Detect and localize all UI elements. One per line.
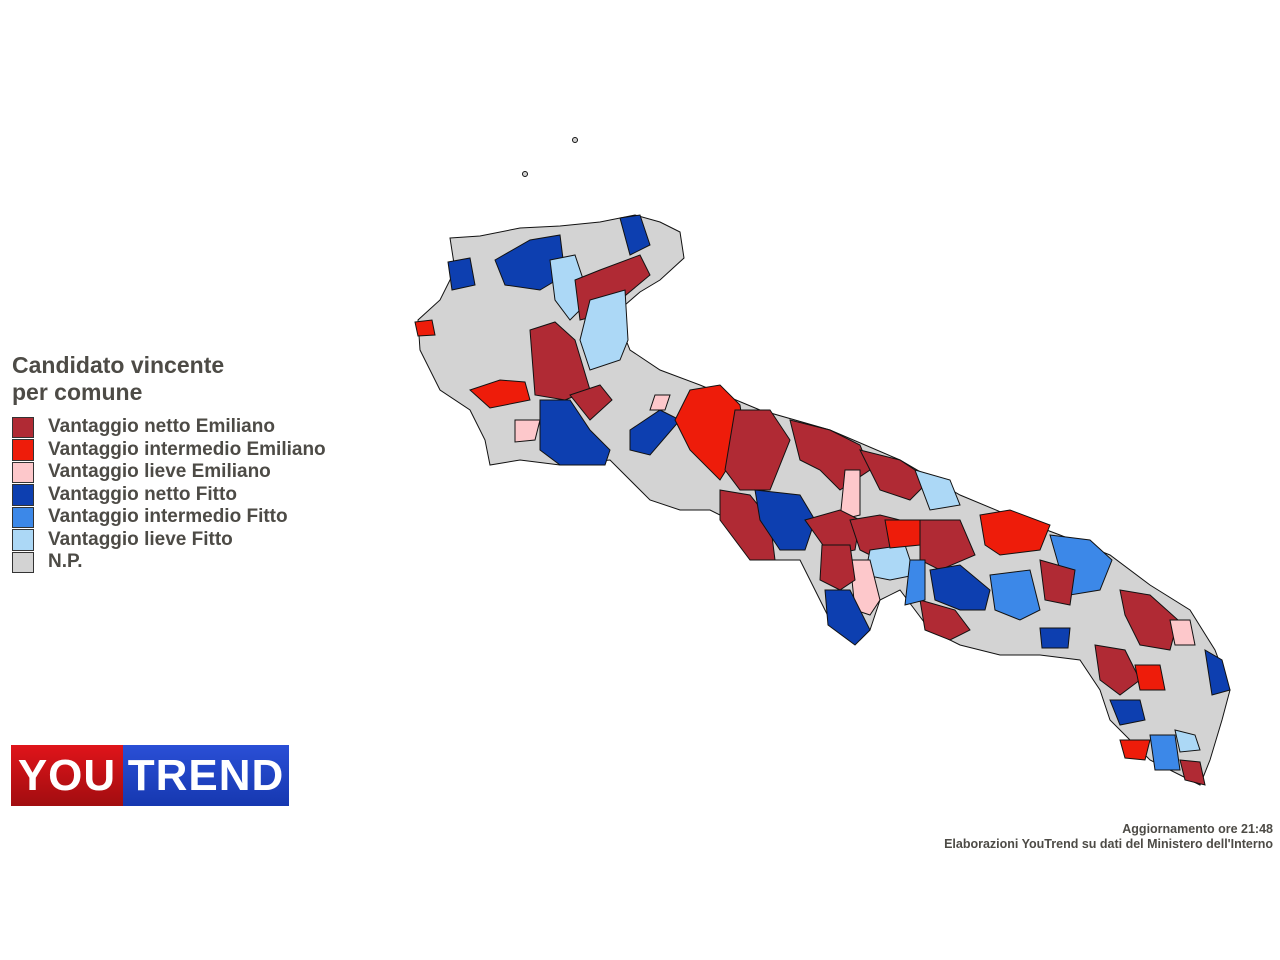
municipality [819,544,856,591]
youtrend-logo: YOU TREND [11,745,289,806]
municipality [859,449,931,501]
municipality [1134,664,1166,691]
municipality [1119,589,1179,651]
municipality [539,399,611,466]
municipality [569,384,613,421]
legend-item: Vantaggio netto Emiliano [12,416,326,439]
municipality [1119,739,1151,761]
municipality [447,257,476,291]
legend-item: Vantaggio netto Fitto [12,484,326,507]
legend: Candidato vincente per comune Vantaggio … [12,352,326,574]
region-outline [417,214,1231,786]
legend-label: N.P. [48,551,83,573]
legend-label: Vantaggio intermedio Emiliano [48,438,326,460]
legend-title: Candidato vincente per comune [12,352,326,406]
municipality [1179,759,1206,786]
legend-item: Vantaggio lieve Emiliano [12,461,326,484]
source-note: Elaborazioni YouTrend su dati del Minist… [944,837,1273,851]
legend-swatch [12,439,34,461]
legend-swatch [12,529,34,551]
municipality [824,589,871,646]
municipality [1169,619,1196,646]
municipality [914,469,961,511]
legend-title-line2: per comune [12,379,143,405]
legend-swatch [12,416,34,438]
legend-label: Vantaggio lieve Emiliano [48,461,271,483]
footer: Aggiornamento ore 21:48 Elaborazioni You… [944,822,1273,852]
legend-label: Vantaggio lieve Fitto [48,528,233,550]
legend-item: Vantaggio lieve Fitto [12,529,326,552]
legend-item: N.P. [12,551,326,574]
legend-label: Vantaggio intermedio Fitto [48,506,288,528]
legend-swatch [12,461,34,483]
island [522,171,528,177]
municipality [649,394,671,411]
legend-item: Vantaggio intermedio Emiliano [12,439,326,462]
municipality [919,519,976,571]
municipality [929,564,991,611]
island [572,137,578,143]
legend-swatch [12,484,34,506]
municipality [724,409,791,491]
municipality [989,569,1041,621]
legend-item: Vantaggio intermedio Fitto [12,506,326,529]
legend-title-line1: Candidato vincente [12,352,225,378]
municipality [1174,729,1201,753]
municipality [884,519,921,549]
municipality [1149,734,1181,771]
legend-swatch [12,551,34,573]
municipality [904,559,926,606]
municipality [754,489,816,551]
municipality [919,599,971,641]
municipality [839,469,861,521]
legend-label: Vantaggio netto Fitto [48,483,237,505]
municipality [1094,644,1141,696]
logo-you: YOU [11,745,123,806]
municipality [619,214,651,256]
municipality [1039,627,1071,649]
municipality [514,419,541,443]
municipality [1204,649,1231,696]
municipality [414,319,436,337]
legend-swatch [12,506,34,528]
municipality [719,489,776,561]
municipality [1039,559,1076,606]
municipality [629,409,681,456]
municipality [469,379,531,409]
municipality [579,289,629,371]
logo-trend: TREND [123,745,289,806]
municipality [979,509,1051,556]
legend-label: Vantaggio netto Emiliano [48,416,275,438]
update-time: Aggiornamento ore 21:48 [1122,822,1273,836]
municipality [1109,699,1146,726]
